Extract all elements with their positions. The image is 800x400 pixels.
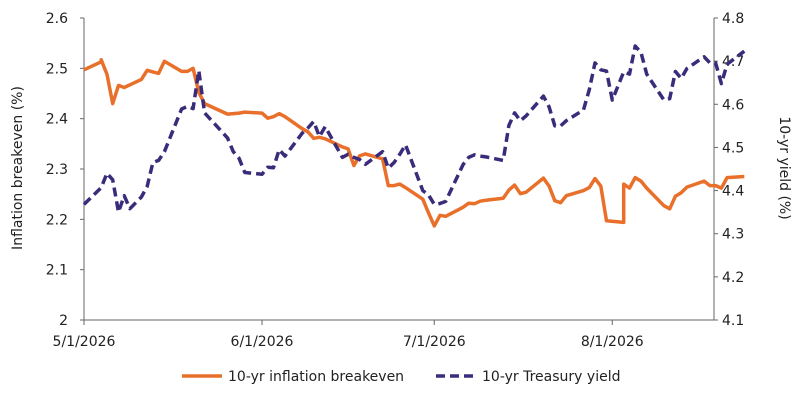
right-tick-label: 4.2 bbox=[722, 270, 744, 286]
x-tick-label: 8/1/2026 bbox=[581, 334, 644, 350]
right-tick-label: 4.7 bbox=[722, 54, 744, 70]
x-tick-label: 6/1/2026 bbox=[231, 334, 294, 350]
right-tick-label: 4.1 bbox=[722, 313, 744, 329]
left-axis-ticks: 2 2.1 2.2 2.3 2.4 2.5 2.6 bbox=[46, 11, 84, 329]
right-tick-label: 4.3 bbox=[722, 227, 744, 243]
x-tick-label: 5/1/2026 bbox=[53, 334, 116, 350]
right-axis-ticks: 4.1 4.2 4.3 4.4 4.5 4.6 4.7 4.8 bbox=[714, 11, 744, 329]
left-tick-label: 2.3 bbox=[46, 162, 68, 178]
left-tick-label: 2 bbox=[59, 313, 68, 329]
left-tick-label: 2.6 bbox=[46, 11, 68, 27]
right-tick-label: 4.6 bbox=[722, 97, 744, 113]
legend: 10-yr inflation breakeven 10-yr Treasury… bbox=[182, 369, 620, 385]
right-axis-title: 10-yr yield (%) bbox=[776, 116, 792, 219]
right-tick-label: 4.8 bbox=[722, 11, 744, 27]
x-axis-ticks: 5/1/2026 6/1/2026 7/1/2026 8/1/2026 bbox=[53, 320, 644, 350]
left-tick-label: 2.4 bbox=[46, 112, 68, 128]
x-tick-label: 7/1/2026 bbox=[403, 334, 466, 350]
right-tick-label: 4.5 bbox=[722, 140, 744, 156]
left-axis-title: Inflation breakeven (%) bbox=[10, 86, 26, 250]
left-tick-label: 2.2 bbox=[46, 212, 68, 228]
left-tick-label: 2.1 bbox=[46, 263, 68, 279]
series-line-treasury bbox=[82, 44, 746, 214]
legend-label-breakeven: 10-yr inflation breakeven bbox=[228, 369, 404, 385]
right-tick-label: 4.4 bbox=[722, 184, 744, 200]
series-layer bbox=[82, 44, 746, 228]
series-line-breakeven bbox=[83, 58, 745, 228]
legend-label-treasury: 10-yr Treasury yield bbox=[482, 369, 620, 385]
left-tick-label: 2.5 bbox=[46, 61, 68, 77]
